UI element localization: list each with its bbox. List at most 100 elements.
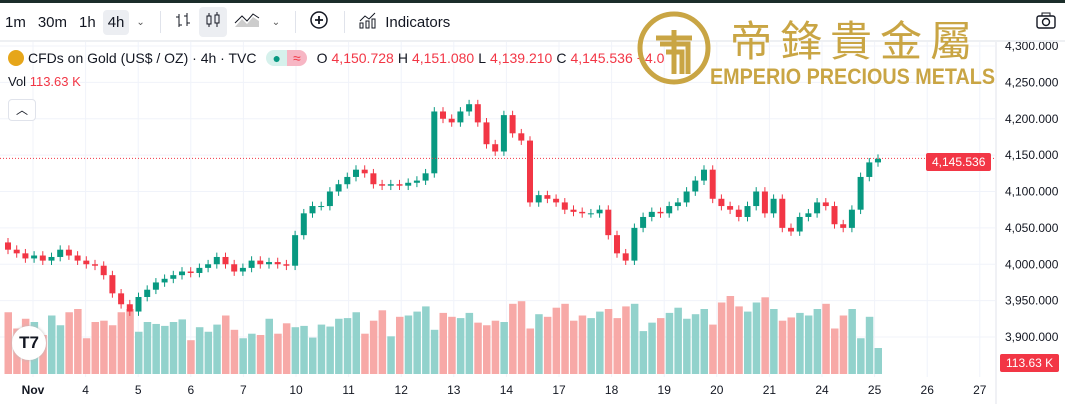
volume-bar [700,309,708,374]
candle-body [83,260,90,265]
x-tick-label: Nov [22,383,45,397]
candle-body [701,169,707,181]
volume-bar [369,320,378,374]
candle-body [474,104,481,123]
y-tick-label: 4,100.000 [1005,185,1059,199]
candle-body [709,169,716,199]
volume-bar [596,311,604,374]
volume-bar [822,303,830,374]
interval-4h[interactable]: 4h [102,9,130,35]
volume-bar [300,325,308,374]
candle-body [622,253,629,261]
compare-add-icon[interactable] [304,6,334,38]
price-chart[interactable]: 4,300.000 4,250.000 4,200.000 4,150.000 4,10… [0,42,1065,404]
candle-body [266,262,272,265]
volume-bar [422,306,430,374]
candle-body [527,140,533,203]
candle-body [718,198,725,207]
volume-value: 113.63 K [29,74,81,89]
volume-bar [335,318,343,374]
candle-body [309,206,316,214]
candle-body [553,198,560,203]
y-tick-label: 4,150.000 [1005,148,1059,162]
bars-style-icon[interactable] [169,7,197,37]
volume-bar [213,324,221,374]
interval-1m[interactable]: 1m [5,13,26,31]
candle-body [170,275,177,279]
candle-body [596,209,603,214]
candle-body [431,111,438,174]
candle-body [744,206,751,217]
candle-body [848,209,855,228]
current-price-tag: 4,145.536 [926,153,992,171]
svg-text:帝鋒貴金屬: 帝鋒貴金屬 [730,17,980,66]
x-tick-label: 24 [815,383,829,397]
candle-body [857,176,864,210]
candle-body [840,224,847,228]
area-style-icon[interactable] [229,7,265,37]
candle-body [231,264,238,272]
symbol-title[interactable]: CFDs on Gold (US$ / OZ) · 4h · TVC [28,50,257,66]
candle-body [57,249,64,257]
camera-screenshot-icon[interactable] [1036,12,1056,35]
candle-body [500,115,507,152]
candle-body [535,195,542,203]
x-tick-label: 12 [395,383,409,397]
candle-body [248,260,255,268]
volume-bar [56,325,65,374]
volume-bar [735,306,743,374]
candle-body [100,265,107,276]
high-value: 4,151.080 [411,50,475,66]
collapse-legend-chevron-icon[interactable]: ︿ [8,99,36,121]
candle-body [492,144,499,152]
volume-bar [543,316,552,374]
volume-bar [717,302,726,374]
candle-body [13,249,20,254]
volume-bar [709,324,717,374]
candle-body [222,256,229,265]
volume-bar [117,312,126,374]
volume-bar [282,323,291,374]
candles-style-icon[interactable] [198,7,227,37]
candle-body [822,202,829,207]
volume-bar [796,312,804,374]
market-status-badge[interactable]: ● ≈ [266,50,307,66]
candle-body [614,235,620,254]
candle-body [448,118,455,123]
volume-bar [378,310,387,374]
candle-body [213,256,220,265]
x-tick-label: 25 [868,383,882,397]
volume-bar [326,326,334,374]
y-tick-label: 4,200.000 [1005,112,1059,126]
high-label: H [397,50,408,66]
candle-body [379,184,386,186]
volume-bar [248,333,256,374]
volume-bar [195,327,204,374]
volume-bar [387,336,395,374]
volume-bar [448,316,456,374]
tradingview-logo[interactable]: T7 [12,326,46,360]
y-tick-label: 4,000.000 [1005,257,1059,271]
candle-body [570,209,577,212]
y-tick-label: 4,300.000 [1005,42,1059,53]
volume-bar [169,322,178,374]
candle-body [788,227,794,232]
volume-bar [204,331,213,374]
candle-body [413,180,420,183]
candle-body [587,213,594,215]
volume-bar [135,331,143,374]
candle-body [422,173,429,181]
interval-1h[interactable]: 1h [79,13,96,31]
volume-bar [770,309,778,374]
chart-type-chevron-icon[interactable]: ⌄ [271,16,281,28]
interval-dropdown-chevron-icon[interactable]: ⌄ [136,16,145,28]
interval-30m[interactable]: 30m [37,13,68,31]
indicators-button[interactable]: Indicators [385,13,451,31]
volume-bar [274,333,282,374]
volume-bar [291,327,300,374]
volume-bar [230,329,239,374]
volume-legend: Vol 113.63 K [8,74,81,89]
indicators-icon[interactable] [353,7,383,37]
svg-text:EMPERIO PRECIOUS METALS: EMPERIO PRECIOUS METALS [710,64,995,88]
candle-body [735,209,742,217]
